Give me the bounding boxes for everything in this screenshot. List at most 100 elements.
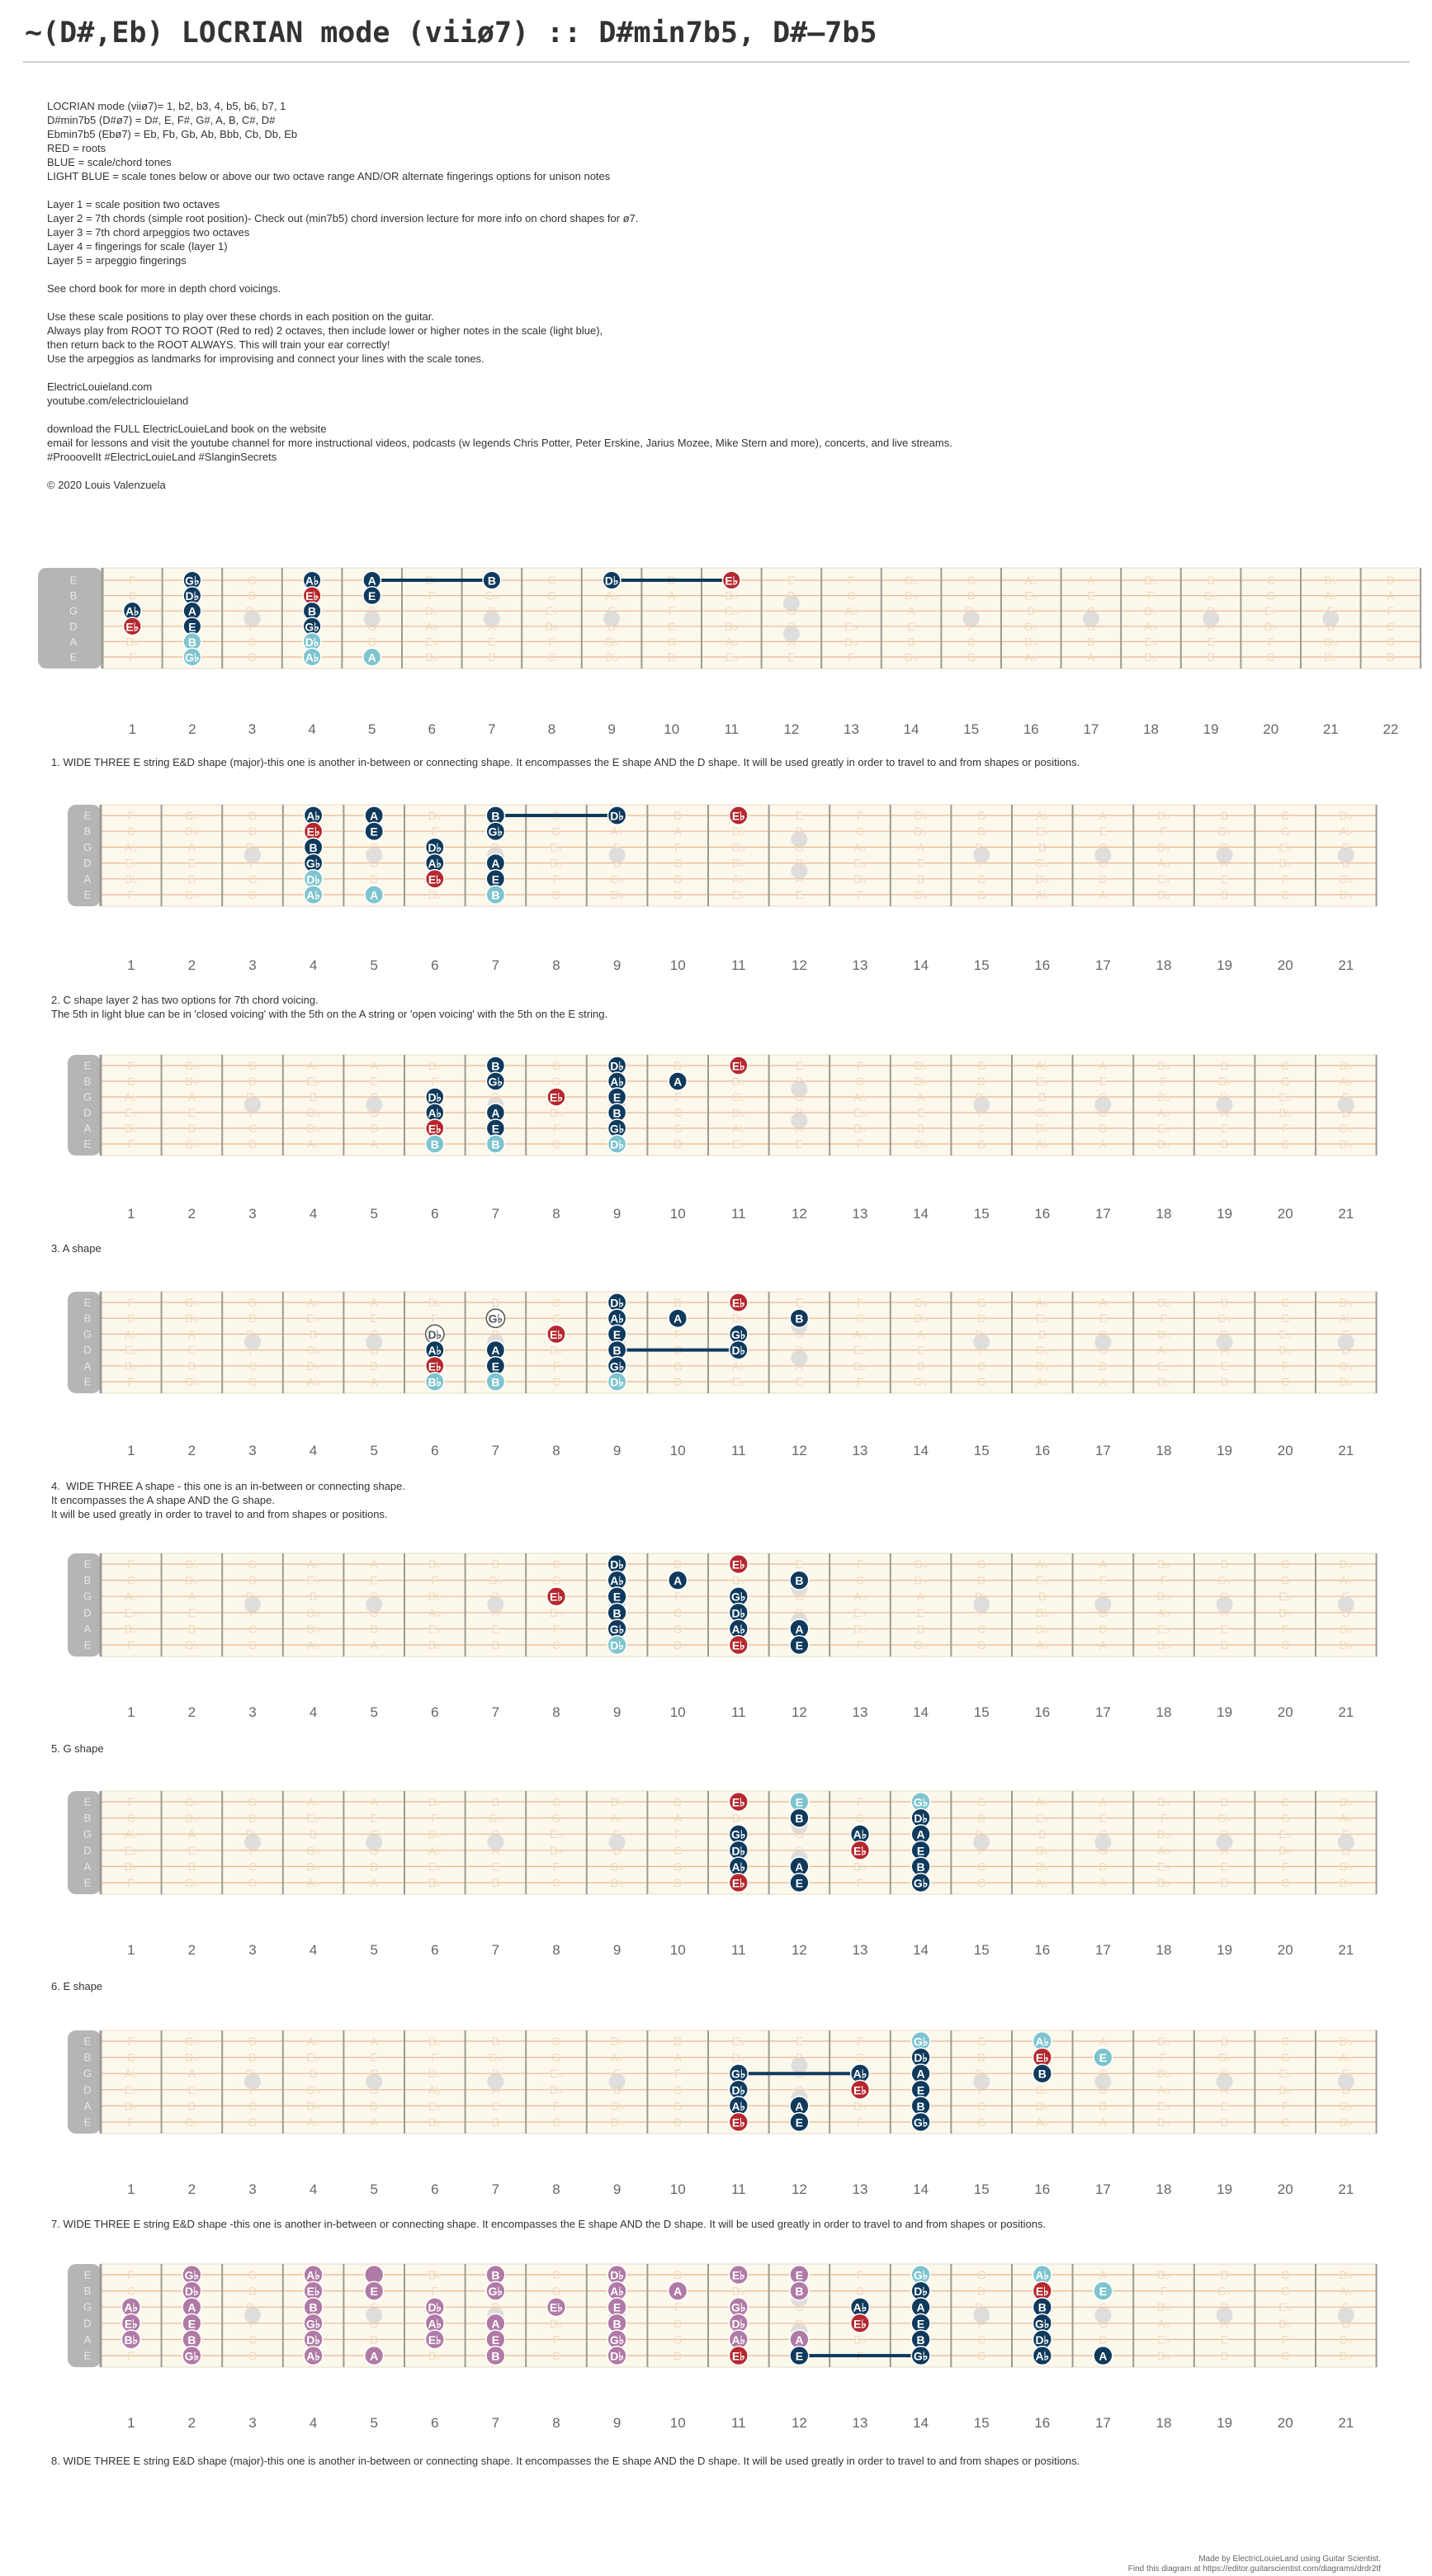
note-marker[interactable]: G♭ <box>910 2111 931 2133</box>
note-marker[interactable]: A <box>668 1308 688 1329</box>
note-marker[interactable]: E♭ <box>728 1634 749 1656</box>
note-marker[interactable]: A♭ <box>424 853 445 873</box>
footer-link[interactable]: Find this diagram at https://editor.guit… <box>1127 2564 1381 2574</box>
note-marker[interactable]: A♭ <box>303 2345 324 2366</box>
note-marker[interactable]: G♭ <box>182 647 202 667</box>
note-marker[interactable]: E♭ <box>849 2079 871 2100</box>
note-marker[interactable]: B <box>485 1134 506 1154</box>
note-marker[interactable]: D♭ <box>424 1324 445 1345</box>
note-marker[interactable]: G♭ <box>607 1619 627 1639</box>
note-marker[interactable]: E♭ <box>303 2281 324 2301</box>
note-marker[interactable]: G♭ <box>607 1118 627 1138</box>
note-marker[interactable]: A♭ <box>302 647 322 667</box>
note-marker[interactable]: E♭ <box>546 1324 566 1345</box>
note-marker[interactable]: E <box>182 2313 202 2333</box>
note-marker[interactable]: A♭ <box>728 1856 749 1877</box>
note-marker[interactable]: E♭ <box>728 1553 749 1575</box>
note-marker[interactable]: A♭ <box>607 1071 627 1091</box>
note-marker[interactable]: E <box>485 1118 506 1138</box>
note-marker[interactable]: A <box>485 1340 506 1360</box>
note-marker[interactable]: D♭ <box>607 2345 627 2366</box>
note-marker[interactable]: E <box>364 2281 385 2301</box>
note-marker[interactable]: E♭ <box>728 2111 749 2133</box>
note-marker[interactable]: A♭ <box>122 601 142 621</box>
note-marker[interactable]: B <box>910 1856 931 1877</box>
note-marker[interactable]: E♭ <box>849 2313 871 2333</box>
note-marker[interactable]: G♭ <box>728 2297 749 2318</box>
note-marker[interactable]: E♭ <box>546 1586 567 1607</box>
note-marker[interactable]: B <box>789 2281 810 2301</box>
note-marker[interactable]: G♭ <box>728 1824 749 1845</box>
note-marker[interactable]: A <box>364 2345 385 2366</box>
note-marker[interactable]: E <box>362 586 382 606</box>
note-marker[interactable]: D♭ <box>910 2047 931 2068</box>
note-marker[interactable]: B <box>1032 2063 1052 2084</box>
note-marker[interactable]: B♭ <box>121 2329 141 2350</box>
note-marker[interactable]: D♭ <box>910 1808 931 1828</box>
note-marker[interactable]: G♭ <box>728 2063 749 2084</box>
note-marker[interactable]: D♭ <box>728 1840 749 1860</box>
note-marker[interactable]: A <box>1093 2345 1113 2366</box>
note-marker[interactable]: G♭ <box>182 570 202 590</box>
note-marker[interactable]: D♭ <box>607 1134 627 1154</box>
note-marker[interactable]: A♭ <box>1032 2345 1052 2366</box>
note-marker[interactable]: A <box>362 647 382 667</box>
note-marker[interactable]: E <box>910 2313 931 2333</box>
note-marker[interactable]: G♭ <box>182 2264 202 2285</box>
note-marker[interactable]: D♭ <box>607 1372 627 1392</box>
note-marker[interactable]: E♭ <box>729 1056 749 1075</box>
note-marker[interactable]: E♭ <box>424 868 445 889</box>
note-marker[interactable]: G♭ <box>485 1308 506 1329</box>
note-marker[interactable]: B <box>789 1570 810 1591</box>
note-marker[interactable]: D♭ <box>728 2079 749 2100</box>
note-marker[interactable]: E♭ <box>728 1791 749 1813</box>
note-marker[interactable]: A♭ <box>121 2297 141 2318</box>
note-marker[interactable]: A♭ <box>425 1103 445 1123</box>
note-marker[interactable]: A <box>668 2281 688 2301</box>
note-marker[interactable]: E <box>789 1634 810 1656</box>
note-marker[interactable]: D♭ <box>425 1087 445 1107</box>
note-marker[interactable]: B <box>1032 2297 1052 2318</box>
note-marker[interactable]: A♭ <box>303 806 324 825</box>
note-marker[interactable]: D♭ <box>602 570 621 590</box>
note-marker[interactable]: G♭ <box>1032 2313 1052 2333</box>
note-marker[interactable]: G♭ <box>910 1791 931 1813</box>
note-marker[interactable]: E <box>1093 2281 1113 2301</box>
note-marker[interactable]: A <box>364 885 385 905</box>
note-marker[interactable]: E♭ <box>849 1840 871 1860</box>
note-marker[interactable]: A <box>668 1071 688 1091</box>
note-marker[interactable]: D♭ <box>607 1293 627 1312</box>
note-marker[interactable]: D♭ <box>607 1634 627 1656</box>
note-marker[interactable]: D♭ <box>182 586 202 606</box>
note-marker[interactable]: E <box>607 2297 627 2318</box>
note-marker[interactable]: A <box>910 2297 931 2318</box>
note-marker[interactable]: D♭ <box>607 2264 627 2285</box>
note-marker[interactable]: A♭ <box>1032 2264 1052 2285</box>
note-marker[interactable]: G♭ <box>485 1071 506 1091</box>
note-marker[interactable]: E♭ <box>1032 2047 1052 2068</box>
note-marker[interactable]: G♭ <box>728 1586 749 1607</box>
note-marker[interactable]: E <box>1093 2047 1113 2068</box>
note-marker[interactable]: E♭ <box>546 1087 566 1107</box>
note-marker[interactable]: G♭ <box>303 853 324 873</box>
note-marker[interactable]: A♭ <box>424 2313 445 2333</box>
note-marker[interactable]: A♭ <box>728 2329 749 2350</box>
note-marker[interactable]: D♭ <box>303 2329 324 2350</box>
note-marker[interactable]: G♭ <box>302 617 322 636</box>
note-marker[interactable]: E♭ <box>303 821 324 842</box>
note-marker[interactable]: G♭ <box>303 2313 324 2333</box>
note-marker[interactable]: E♭ <box>122 617 142 636</box>
note-marker[interactable]: A♭ <box>303 885 324 905</box>
note-marker[interactable]: E♭ <box>546 2297 567 2318</box>
note-marker[interactable]: E♭ <box>424 2329 445 2350</box>
note-marker[interactable]: G♭ <box>607 2329 627 2350</box>
note-marker[interactable]: D♭ <box>607 1056 627 1075</box>
note-marker[interactable]: G♭ <box>607 1355 627 1376</box>
note-marker[interactable]: D♭ <box>910 2281 931 2301</box>
note-marker[interactable]: A♭ <box>849 1824 871 1845</box>
note-marker[interactable]: E♭ <box>728 1872 749 1893</box>
note-marker[interactable]: B <box>182 2329 202 2350</box>
note-marker[interactable]: D♭ <box>728 1340 749 1360</box>
note-marker[interactable]: A♭ <box>302 570 322 590</box>
note-marker[interactable]: E♭ <box>728 2345 749 2366</box>
